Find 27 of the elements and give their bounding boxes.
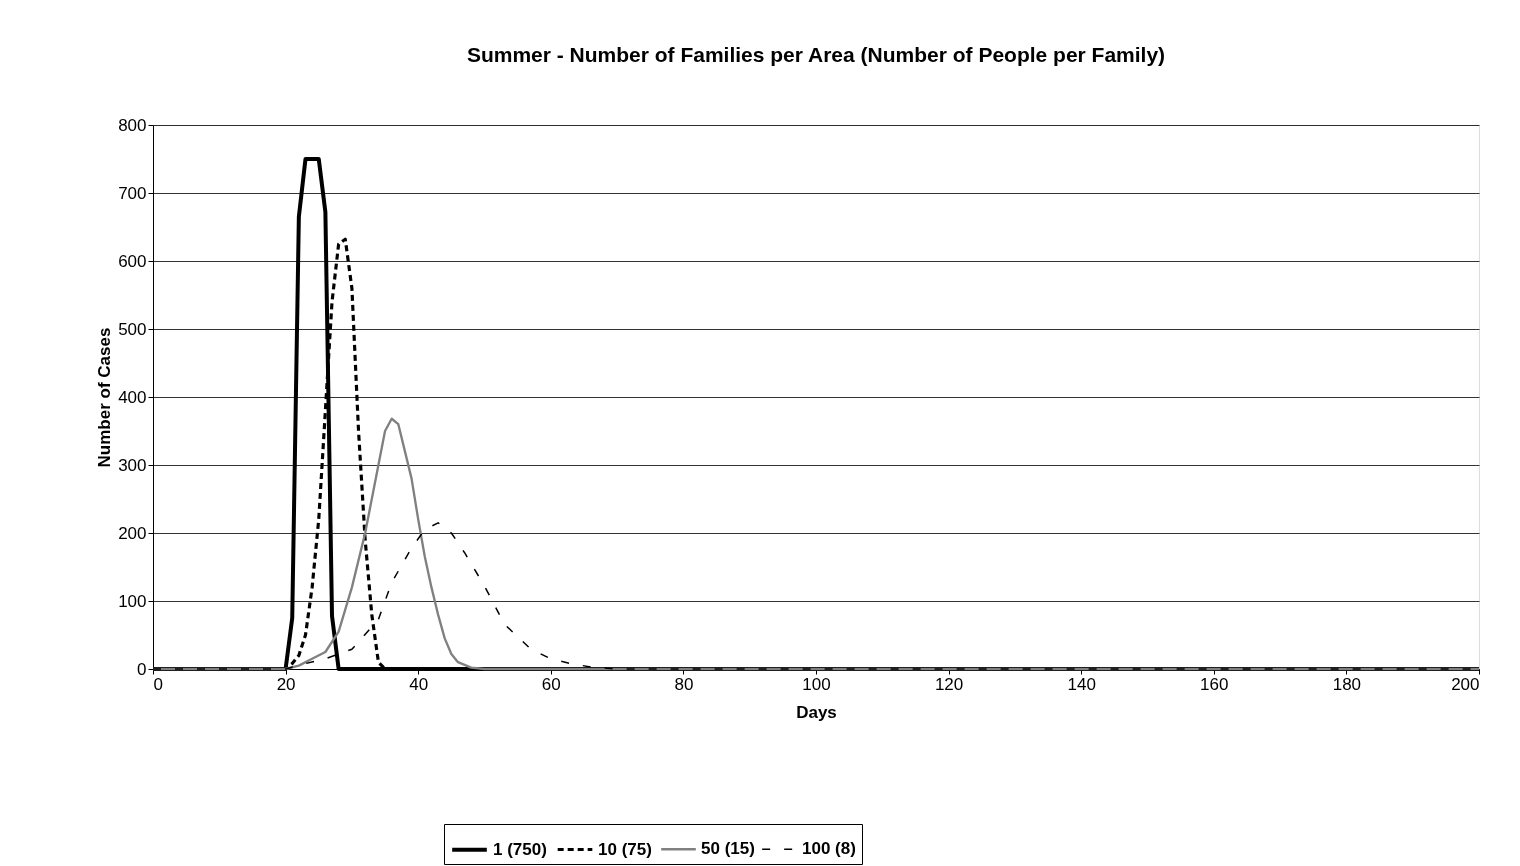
- x-tick-label: 40: [409, 674, 429, 694]
- y-tick-label: 300: [118, 455, 147, 475]
- legend-label: 10 (75): [598, 839, 652, 859]
- x-tick-label: 140: [1067, 674, 1096, 694]
- x-tick-label: 200: [1451, 674, 1480, 694]
- chart-title: Summer - Number of Families per Area (Number of People per Family): [466, 43, 1166, 66]
- y-tick-label: 600: [118, 251, 147, 271]
- x-tick-label: 160: [1200, 674, 1229, 694]
- legend-label: 50 (15): [701, 839, 755, 859]
- y-axis-title: Number of Cases: [95, 327, 115, 468]
- x-axis-title: Days: [796, 702, 837, 722]
- x-tick-label: 100: [802, 674, 831, 694]
- x-tick-label: 180: [1332, 674, 1362, 694]
- x-tick-label: 20: [276, 674, 296, 694]
- x-tick-label: 120: [934, 674, 964, 694]
- y-tick-label: 700: [118, 183, 147, 203]
- y-tick-label: 400: [118, 387, 147, 407]
- legend-label: 1 (750): [493, 839, 547, 859]
- x-tick-label: 60: [541, 674, 561, 694]
- legend-label: 100 (8): [802, 839, 856, 859]
- x-tick-label: 80: [674, 674, 694, 694]
- y-tick-label: 800: [118, 115, 147, 135]
- y-tick-label: 100: [118, 591, 147, 611]
- y-tick-label: 200: [118, 523, 147, 543]
- y-tick-label: 0: [137, 659, 147, 679]
- y-tick-label: 500: [118, 319, 147, 339]
- x-tick-label: 0: [153, 674, 163, 694]
